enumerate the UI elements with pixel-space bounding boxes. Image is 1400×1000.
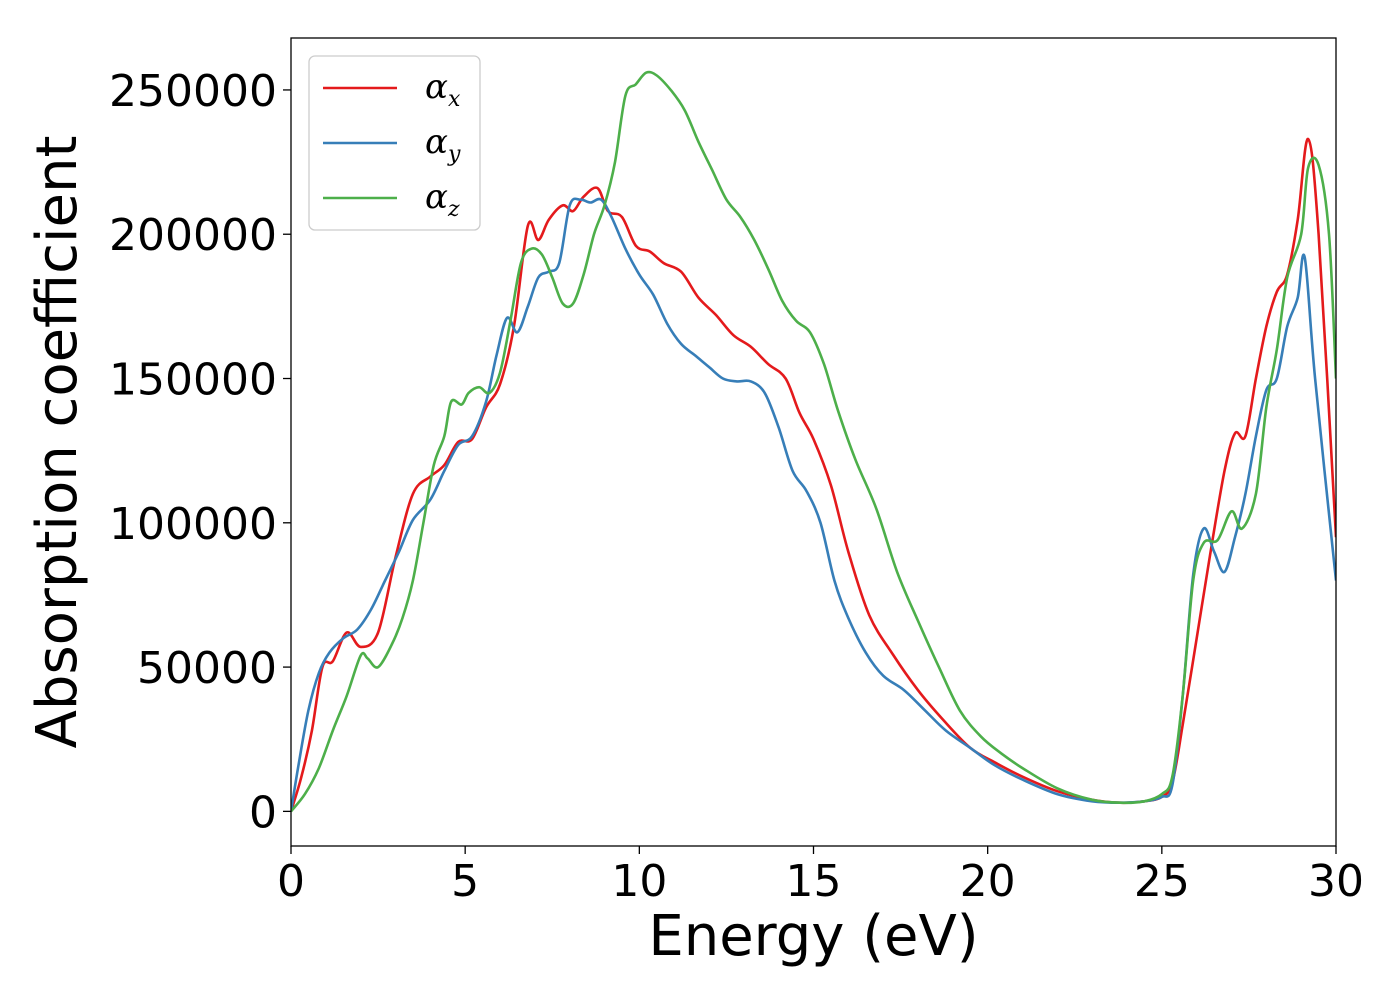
legend-label-x: αx [425, 67, 461, 112]
series-line-y [291, 197, 1336, 812]
y-axis-title: Absorption coefficient [25, 136, 90, 749]
x-tick-label: 10 [611, 856, 667, 907]
legend-label-z: αz [425, 177, 460, 222]
y-tick-label: 0 [249, 787, 277, 838]
x-tick-label: 15 [786, 856, 842, 907]
y-axis: 0 50000 100000 150000 200000 250000 [109, 66, 291, 838]
x-axis: 0 5 10 15 20 25 30 [277, 846, 1364, 907]
y-tick-label: 200000 [109, 210, 277, 261]
y-tick-label: 50000 [137, 643, 277, 694]
x-tick-label: 0 [277, 856, 305, 907]
y-tick-label: 250000 [109, 66, 277, 117]
x-tick-label: 30 [1308, 856, 1364, 907]
x-tick-label: 20 [960, 856, 1016, 907]
series-line-x [291, 137, 1336, 812]
y-tick-label: 100000 [109, 499, 277, 550]
legend-label-y: αy [425, 122, 461, 167]
x-tick-label: 25 [1134, 856, 1190, 907]
legend: αx αy αz [308, 55, 481, 231]
x-tick-label: 5 [451, 856, 479, 907]
series-layer [291, 70, 1336, 813]
series-line-z [291, 70, 1336, 813]
y-tick-label: 150000 [109, 355, 277, 406]
x-axis-title: Energy (eV) [648, 904, 978, 969]
